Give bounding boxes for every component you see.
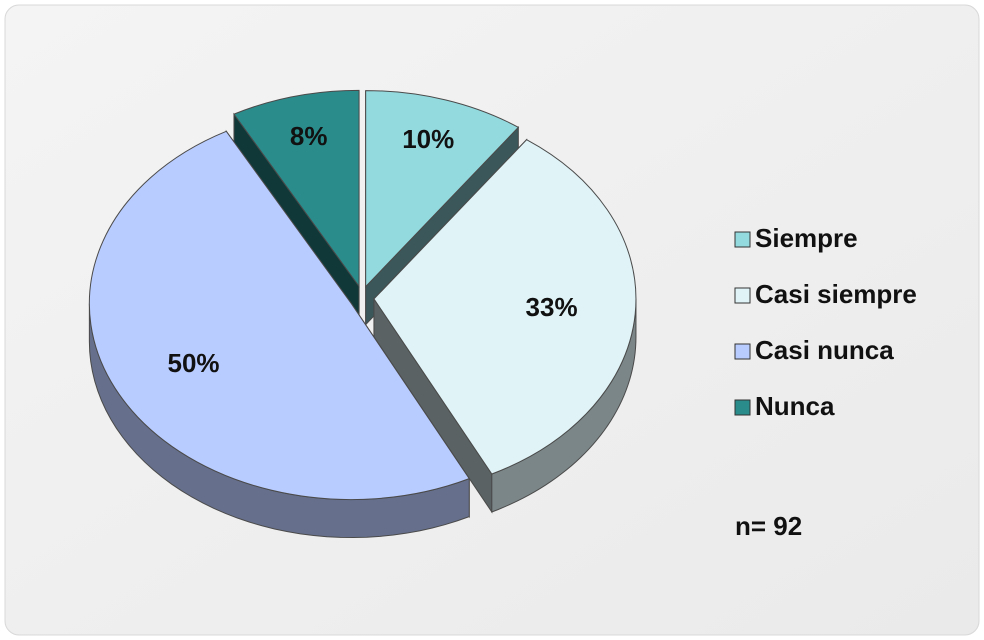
slice	[233, 89, 360, 288]
value-label: 50%	[167, 348, 219, 378]
slice	[88, 130, 470, 501]
value-label: 10%	[402, 124, 454, 154]
legend-label: Casi nunca	[755, 335, 894, 365]
pie: 10% 33% 50% 8%	[88, 89, 637, 539]
slice-tops: 10% 33% 50% 8%	[88, 89, 637, 501]
value-label: 33%	[526, 292, 578, 322]
legend: Siempre Casi siempre Casi nunca Nunca	[734, 223, 917, 421]
value-label: 8%	[290, 121, 328, 151]
slice	[365, 90, 520, 288]
legend-label: Nunca	[755, 391, 835, 421]
legend-swatch	[734, 343, 751, 360]
legend-swatch	[734, 231, 751, 248]
legend-label: Siempre	[755, 223, 858, 253]
legend-swatch	[734, 287, 751, 304]
legend-label: Casi siempre	[755, 279, 917, 309]
annotation: n= 92	[735, 511, 802, 541]
slice	[373, 139, 637, 475]
legend-swatch	[734, 399, 751, 416]
